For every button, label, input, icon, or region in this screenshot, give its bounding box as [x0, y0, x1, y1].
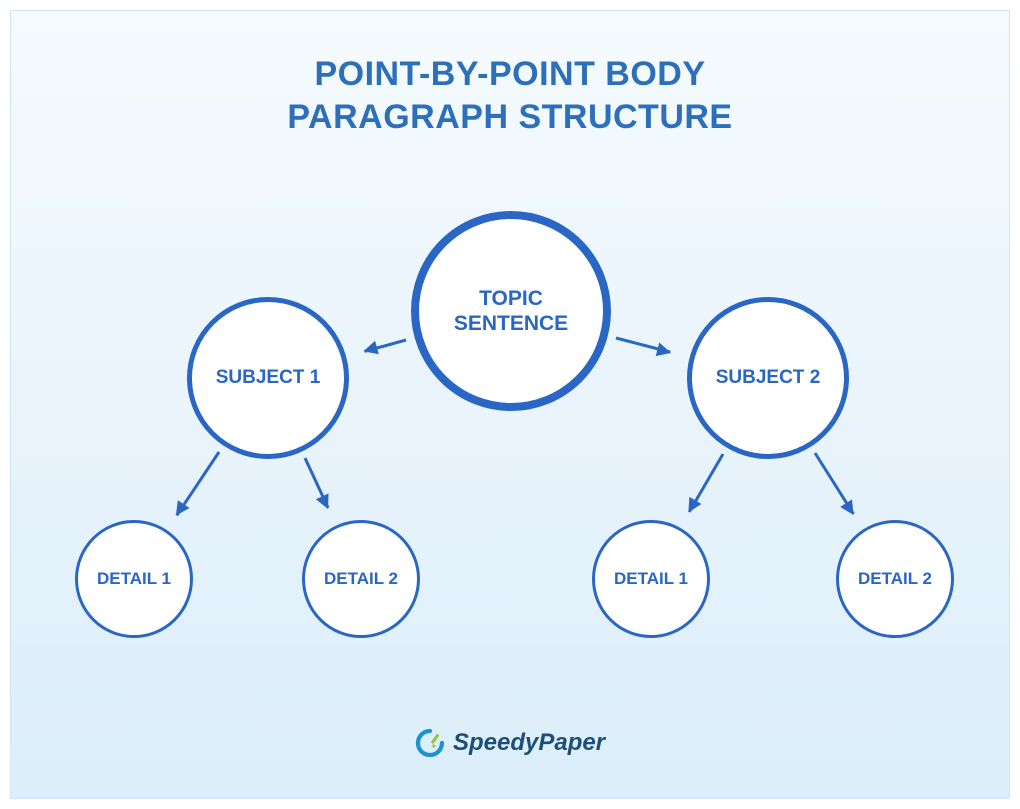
page-title: POINT-BY-POINT BODY PARAGRAPH STRUCTURE — [11, 53, 1009, 138]
node-detail-1a: DETAIL 1 — [75, 520, 193, 638]
node-topic-sentence: TOPICSENTENCE — [411, 211, 611, 411]
node-subject1-label: SUBJECT 1 — [216, 367, 321, 390]
node-detail1b-label: DETAIL 1 — [614, 569, 688, 589]
node-subject-2: SUBJECT 2 — [687, 297, 849, 459]
node-topic-label: TOPICSENTENCE — [454, 286, 568, 336]
node-detail2b-label: DETAIL 2 — [858, 569, 932, 589]
title-line-1: POINT-BY-POINT BODY — [314, 55, 705, 93]
node-detail-2b: DETAIL 2 — [836, 520, 954, 638]
edge-arrow — [364, 339, 406, 353]
node-subject-1: SUBJECT 1 — [187, 297, 349, 459]
brand-logo: SpeedyPaper — [415, 728, 605, 758]
logo-text: SpeedyPaper — [453, 729, 605, 757]
edge-arrow — [689, 454, 725, 513]
logo-swirl-icon — [415, 728, 445, 758]
title-line-2: PARAGRAPH STRUCTURE — [287, 98, 732, 136]
node-subject2-label: SUBJECT 2 — [716, 367, 821, 390]
edge-arrow — [814, 452, 855, 514]
edge-arrow — [616, 337, 671, 354]
node-detail1a-label: DETAIL 1 — [97, 569, 171, 589]
logo-word-1: Speedy — [453, 729, 538, 756]
node-detail-1b: DETAIL 1 — [592, 520, 710, 638]
node-detail-2a: DETAIL 2 — [302, 520, 420, 638]
edge-arrow — [176, 451, 220, 516]
node-detail2a-label: DETAIL 2 — [324, 569, 398, 589]
edge-arrow — [304, 458, 330, 510]
diagram-canvas: POINT-BY-POINT BODY PARAGRAPH STRUCTURE … — [10, 10, 1010, 799]
logo-word-2: Paper — [538, 729, 605, 756]
